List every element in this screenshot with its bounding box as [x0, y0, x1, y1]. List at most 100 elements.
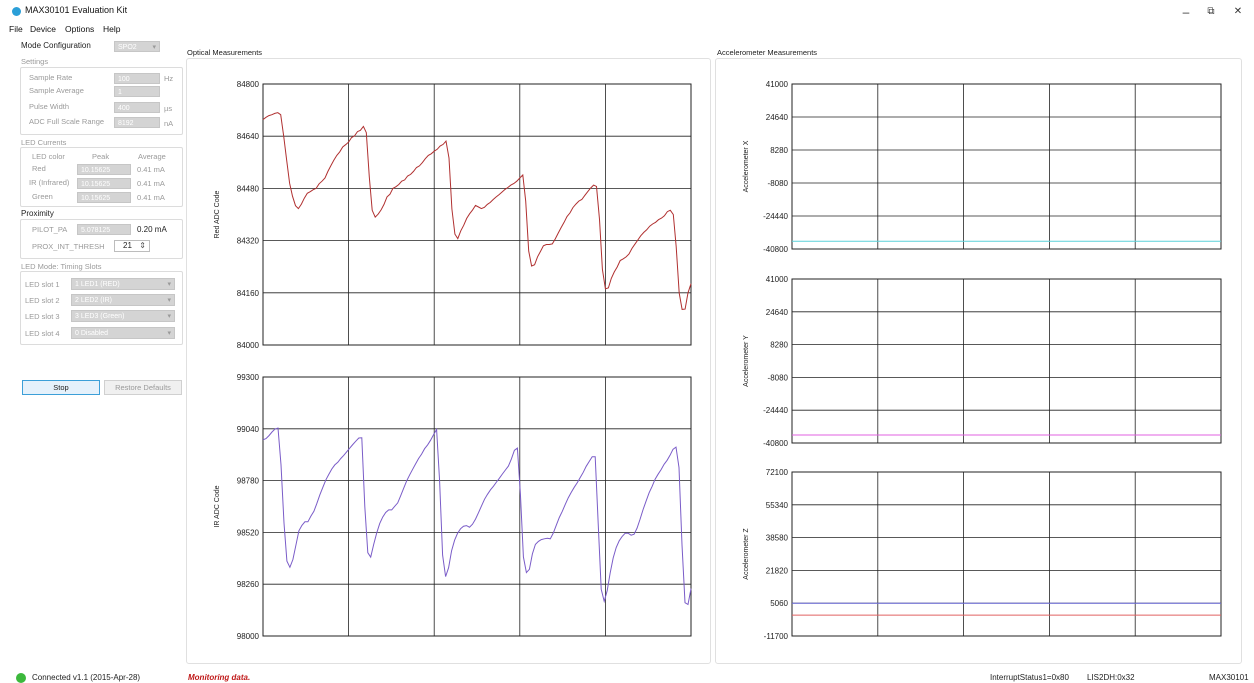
- menu-options[interactable]: Options: [65, 24, 95, 34]
- stepper-arrows-icon[interactable]: ⇕: [139, 241, 146, 250]
- plot-area: [791, 278, 1222, 444]
- led-red-label: Red: [32, 164, 46, 173]
- y-tick-label: 72100: [766, 468, 789, 477]
- pulse-width-unit: µs: [164, 104, 173, 113]
- y-tick-label: -24440: [763, 406, 788, 415]
- led-red-peak-input[interactable]: 10.15625: [77, 164, 131, 175]
- led-red-peak-value: 10.15625: [81, 167, 111, 174]
- menu-device[interactable]: Device: [30, 24, 56, 34]
- adc-range-value: 8192: [118, 120, 134, 127]
- mode-configuration-select[interactable]: SPO2 ▾: [114, 41, 160, 52]
- sample-average-value: 1: [118, 89, 122, 96]
- adc-range-unit: nA: [164, 119, 174, 128]
- chevron-down-icon: ▾: [167, 330, 171, 337]
- timing-slots-title: LED Mode: Timing Slots: [21, 262, 102, 271]
- prox-thresh-stepper[interactable]: 21 ⇕: [114, 240, 150, 252]
- adc-range-label: ADC Full Scale Range: [29, 117, 105, 126]
- led-slot-4-label: LED slot 4: [25, 329, 60, 338]
- restore-button[interactable]: ⧉: [1207, 6, 1215, 17]
- led-green-average: 0.41 mA: [137, 193, 165, 202]
- y-tick-label: -40800: [763, 439, 788, 448]
- led-slot-2-label: LED slot 2: [25, 296, 60, 305]
- plot-area: [791, 83, 1222, 250]
- accel-z-chart: 72100 55340 38580 21820 5060 -11700 Accelerome…: [743, 468, 1222, 641]
- led-slot-3-select[interactable]: 3 LED3 (Green) ▾: [71, 310, 175, 322]
- pilot-pa-current: 0.20 mA: [137, 225, 167, 234]
- y-tick-label: 8280: [770, 341, 788, 350]
- restore-defaults-button[interactable]: Restore Defaults: [104, 380, 182, 395]
- menu-bar: File Device Options Help: [0, 22, 1254, 36]
- y-tick-label: 84320: [237, 237, 260, 246]
- interrupt-status: InterruptStatus1=0x80: [990, 673, 1069, 682]
- sample-average-select[interactable]: 1: [114, 86, 160, 97]
- y-tick-label: 24640: [766, 308, 789, 317]
- y-tick-label: 98520: [237, 528, 260, 537]
- prox-thresh-value: 21: [123, 241, 132, 250]
- connection-status-icon: [16, 673, 26, 683]
- plot-area: [262, 376, 692, 637]
- menu-file[interactable]: File: [9, 24, 23, 34]
- adc-range-select[interactable]: 8192: [114, 117, 160, 128]
- y-axis-label: Accelerometer Z: [743, 528, 750, 580]
- menu-help[interactable]: Help: [103, 24, 121, 34]
- accel-y-chart: 41000 24640 8280 -8080 -24440 -40800 Accelerom…: [743, 275, 1222, 448]
- led-currents-title: LED Currents: [21, 138, 67, 147]
- led-green-peak-value: 10.15625: [81, 195, 111, 202]
- led-slot-1-label: LED slot 1: [25, 280, 60, 289]
- y-tick-label: 24640: [766, 113, 789, 122]
- y-tick-label: 21820: [766, 566, 789, 575]
- series-line-1: [262, 112, 692, 310]
- pulse-width-select[interactable]: 400: [114, 102, 160, 113]
- y-tick-label: 98000: [237, 632, 260, 641]
- led-peak-header: Peak: [92, 152, 110, 161]
- y-axis-label: IR ADC Code: [214, 485, 221, 527]
- y-tick-label: -40800: [763, 245, 788, 254]
- led-slot-1-select[interactable]: 1 LED1 (RED) ▾: [71, 278, 175, 290]
- settings-title: Settings: [21, 57, 49, 66]
- ir-adc-chart: 99300 99040 98780 98520 98260 98000 IR ADC Cod…: [214, 373, 692, 641]
- minimize-button[interactable]: –: [1182, 5, 1190, 19]
- optical-measurements-title: Optical Measurements: [187, 48, 263, 57]
- y-tick-label: 98260: [237, 580, 260, 589]
- pilot-pa-input[interactable]: 5.078125: [77, 224, 131, 235]
- y-tick-label: 84160: [237, 289, 260, 298]
- sample-rate-select[interactable]: 100: [114, 73, 160, 84]
- y-tick-label: 8280: [770, 146, 788, 155]
- chevron-down-icon: ▾: [167, 313, 171, 320]
- close-button[interactable]: ✕: [1233, 6, 1243, 17]
- pulse-width-label: Pulse Width: [29, 102, 70, 111]
- led-slot-4-select[interactable]: 0 Disabled ▾: [71, 327, 175, 339]
- series-line-1: [262, 427, 692, 606]
- y-tick-label: 99040: [237, 425, 260, 434]
- y-tick-label: 99300: [237, 373, 260, 382]
- led-ir-peak-input[interactable]: 10.15625: [77, 178, 131, 189]
- led-slot-2-select[interactable]: 2 LED2 (IR) ▾: [71, 294, 175, 306]
- y-tick-label: 41000: [766, 275, 789, 284]
- led-slot-3-label: LED slot 3: [25, 312, 60, 321]
- y-tick-label: 98780: [237, 477, 260, 486]
- y-tick-label: 38580: [766, 534, 789, 543]
- led-ir-peak-value: 10.15625: [81, 181, 111, 188]
- y-tick-label: -8080: [768, 179, 789, 188]
- connection-status-text: Connected v1.1 (2015-Apr-28): [32, 673, 141, 682]
- title-bar: MAX30101 Evaluation Kit – ⧉ ✕: [0, 0, 1254, 22]
- y-tick-label: 5060: [770, 599, 788, 608]
- led-green-peak-input[interactable]: 10.15625: [77, 192, 131, 203]
- monitoring-status: Monitoring data.: [188, 673, 251, 682]
- stop-button[interactable]: Stop: [22, 380, 100, 395]
- red-adc-chart: 84800 84640 84480 84320 84160 84000 Red ADC Co…: [214, 80, 692, 350]
- led-slot-4-value: 0 Disabled: [75, 330, 109, 337]
- y-tick-label: 41000: [766, 80, 789, 89]
- y-tick-label: 84480: [237, 184, 260, 193]
- mode-configuration-label: Mode Configuration: [21, 41, 91, 50]
- mode-configuration-value: SPO2: [118, 44, 137, 51]
- led-ir-label: IR (Infrared): [29, 178, 70, 187]
- plot-area: [791, 471, 1222, 637]
- pilot-pa-label: PILOT_PA: [32, 225, 68, 234]
- led-slot-2-value: 2 LED2 (IR): [75, 297, 112, 304]
- prox-thresh-label: PROX_INT_THRESH: [32, 242, 105, 251]
- proximity-group: [20, 219, 183, 259]
- chevron-down-icon: ▾: [167, 297, 171, 304]
- plot-area: [262, 83, 692, 346]
